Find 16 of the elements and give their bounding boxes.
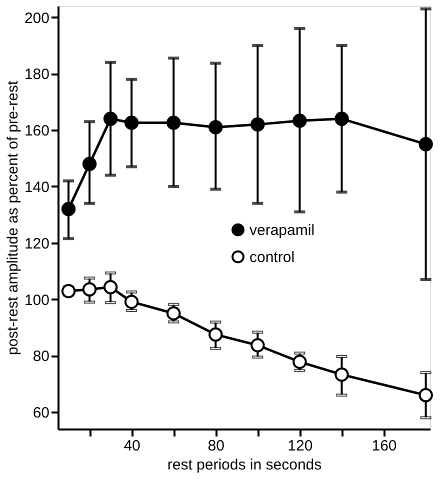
- x-tick-label: 120: [288, 438, 313, 454]
- x-axis-title: rest periods in seconds: [167, 456, 322, 474]
- y-tick-label: 200: [24, 10, 50, 27]
- y-tick-label: 80: [32, 348, 50, 366]
- y-axis-title: post-rest amplitude as percent of pre-rest: [4, 80, 22, 356]
- legend-label: verapamil: [250, 222, 315, 239]
- y-tick-label: 160: [24, 122, 50, 140]
- x-tick-label: 80: [208, 438, 224, 454]
- y-tick-label: 100: [24, 292, 50, 309]
- y-tick-label: 140: [24, 178, 50, 196]
- y-tick-label: 60: [32, 404, 50, 422]
- x-tick-label: 160: [372, 438, 397, 454]
- x-tick-label: 40: [124, 438, 140, 454]
- y-tick-label: 180: [24, 66, 50, 84]
- y-tick-label: 120: [24, 235, 50, 252]
- legend-label: control: [250, 248, 295, 266]
